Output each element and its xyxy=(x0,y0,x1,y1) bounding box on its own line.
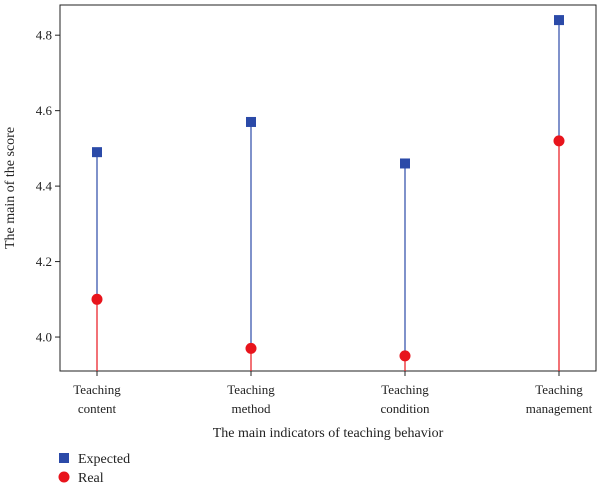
y-tick-label: 4.4 xyxy=(36,179,53,194)
real-point xyxy=(91,293,103,305)
x-tick-label: method xyxy=(232,401,271,416)
x-tick-label: Teaching xyxy=(227,382,275,397)
y-tick-label: 4.0 xyxy=(36,330,52,345)
x-tick-label: content xyxy=(78,401,117,416)
x-tick-label: Teaching xyxy=(73,382,121,397)
expected-point xyxy=(92,147,102,158)
real-point xyxy=(553,135,565,147)
legend-real-icon xyxy=(58,471,70,483)
expected-point xyxy=(246,116,256,127)
x-axis: Teaching content Teaching method Teaching con… xyxy=(73,371,593,416)
y-axis: 4.0 4.2 4.4 4.6 4.8 xyxy=(36,28,60,345)
y-tick-label: 4.2 xyxy=(36,254,52,269)
real-point xyxy=(245,342,257,354)
legend-label: Real xyxy=(78,471,104,486)
y-axis-title: The main of the score xyxy=(3,127,18,249)
legend-label: Expected xyxy=(78,452,130,467)
expected-point xyxy=(400,158,410,169)
expected-point xyxy=(554,15,564,26)
legend: Expected Real xyxy=(58,452,130,486)
plot-frame xyxy=(59,4,597,372)
data-markers xyxy=(91,15,565,362)
legend-expected-icon xyxy=(59,453,69,463)
x-tick-label: Teaching xyxy=(535,382,583,397)
x-tick-label: management xyxy=(526,401,593,416)
y-tick-label: 4.6 xyxy=(36,103,53,118)
x-tick-label: condition xyxy=(380,401,430,416)
real-point xyxy=(399,350,411,362)
x-tick-label: Teaching xyxy=(381,382,429,397)
y-tick-label: 4.8 xyxy=(36,28,52,43)
stems xyxy=(96,20,560,371)
x-axis-title: The main indicators of teaching behavior xyxy=(213,426,444,441)
